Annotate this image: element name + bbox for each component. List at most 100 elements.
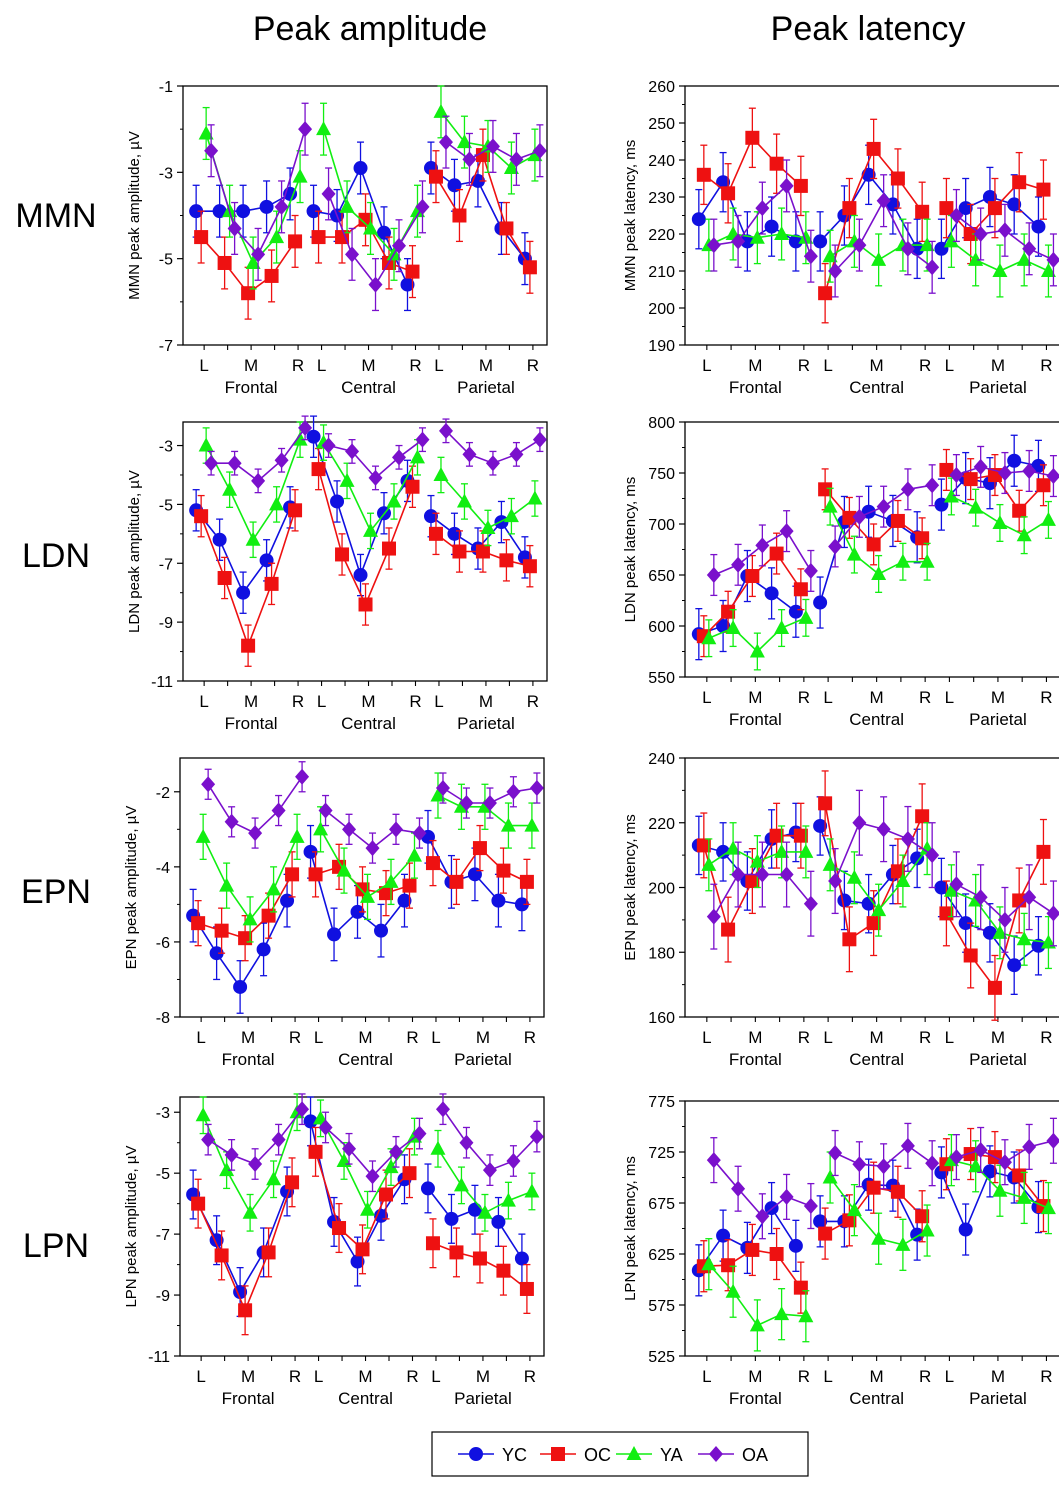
data-point — [731, 1180, 746, 1197]
data-point — [452, 208, 467, 223]
plot-frame — [179, 1096, 545, 1357]
region-label: Central — [338, 1389, 393, 1408]
data-point — [482, 1162, 497, 1179]
x-tick-label: R — [798, 688, 810, 707]
data-point — [345, 246, 360, 263]
data-point — [335, 547, 350, 562]
data-point — [1040, 934, 1056, 949]
data-point — [997, 911, 1012, 928]
x-tick-label: R — [1040, 1028, 1052, 1047]
x-tick-label: R — [919, 1367, 931, 1386]
data-point — [963, 1147, 978, 1162]
data-point — [425, 856, 440, 871]
data-point — [919, 1222, 935, 1237]
data-point — [876, 192, 891, 209]
series-oa — [201, 761, 544, 864]
data-point — [900, 830, 915, 847]
data-point — [452, 544, 467, 559]
x-tick-label: M — [358, 1028, 372, 1047]
legend-entry-oa: OA — [698, 1445, 768, 1465]
data-point — [402, 878, 417, 893]
y-tick-label: 220 — [648, 816, 675, 833]
data-point — [332, 1221, 347, 1236]
data-point — [374, 923, 389, 938]
y-tick-label: 700 — [648, 517, 675, 534]
data-point — [392, 237, 407, 254]
data-point — [491, 893, 506, 908]
y-axis-label: LPN peak amplitude, µV — [123, 1145, 140, 1307]
data-point — [389, 1143, 404, 1160]
x-tick-label: R — [1040, 1367, 1052, 1386]
data-point — [798, 229, 814, 244]
x-tick-label: R — [409, 692, 421, 711]
data-point — [527, 490, 543, 505]
data-point — [269, 496, 285, 511]
data-point — [818, 796, 833, 811]
data-point — [866, 141, 881, 156]
data-point — [958, 1222, 973, 1237]
data-point — [438, 134, 453, 151]
y-tick-label: 200 — [648, 881, 675, 898]
data-point — [241, 638, 256, 653]
x-tick-label: L — [945, 1367, 954, 1386]
data-point — [365, 1168, 380, 1185]
series-oc — [696, 448, 1051, 658]
data-point — [219, 877, 235, 892]
data-point — [397, 893, 412, 908]
y-tick-label: -8 — [156, 1010, 170, 1027]
region-label: Parietal — [457, 378, 515, 397]
data-point — [425, 1236, 440, 1251]
data-point — [1046, 1132, 1059, 1149]
data-point — [1016, 931, 1032, 946]
data-point — [755, 537, 770, 554]
data-point — [822, 856, 838, 871]
data-point — [327, 927, 342, 942]
data-point — [499, 553, 514, 568]
y-axis-label: EPN peak latency, ms — [622, 814, 639, 960]
x-tick-label: L — [199, 356, 208, 375]
data-point — [992, 263, 1008, 277]
data-point — [514, 1251, 529, 1266]
data-point — [241, 286, 256, 301]
data-point — [828, 538, 843, 555]
data-point — [842, 932, 857, 947]
x-tick-label: M — [244, 356, 258, 375]
data-point — [866, 1180, 881, 1195]
x-tick-label: R — [527, 692, 539, 711]
y-tick-label: 650 — [648, 568, 675, 585]
data-point — [691, 212, 706, 227]
data-point — [500, 1192, 516, 1207]
x-tick-label: R — [406, 1367, 418, 1386]
x-tick-label: L — [314, 1028, 323, 1047]
data-point — [1016, 251, 1032, 266]
plot-frame — [179, 757, 545, 1018]
region-label: Central — [341, 714, 396, 733]
data-point — [696, 167, 711, 182]
data-point — [1040, 263, 1056, 277]
data-point — [353, 568, 368, 583]
series-oa — [204, 415, 547, 494]
data-point — [939, 201, 954, 216]
data-point — [313, 821, 329, 836]
y-tick-label: -5 — [159, 252, 173, 269]
data-point — [360, 888, 376, 903]
data-point — [846, 869, 862, 884]
data-point — [963, 472, 978, 487]
x-tick-label: R — [289, 1028, 301, 1047]
data-point — [251, 246, 266, 263]
x-tick-label: R — [292, 356, 304, 375]
data-point — [236, 204, 251, 219]
x-tick-label: L — [434, 356, 443, 375]
data-point — [813, 595, 828, 610]
x-tick-label: M — [358, 1367, 372, 1386]
region-label: Central — [338, 1050, 393, 1069]
data-point — [1036, 182, 1051, 197]
data-point — [318, 802, 333, 819]
data-point — [217, 570, 232, 585]
series-yc — [691, 1145, 1046, 1297]
y-tick-label: 800 — [648, 415, 675, 432]
data-point — [438, 422, 453, 439]
x-tick-label: M — [241, 1028, 255, 1047]
